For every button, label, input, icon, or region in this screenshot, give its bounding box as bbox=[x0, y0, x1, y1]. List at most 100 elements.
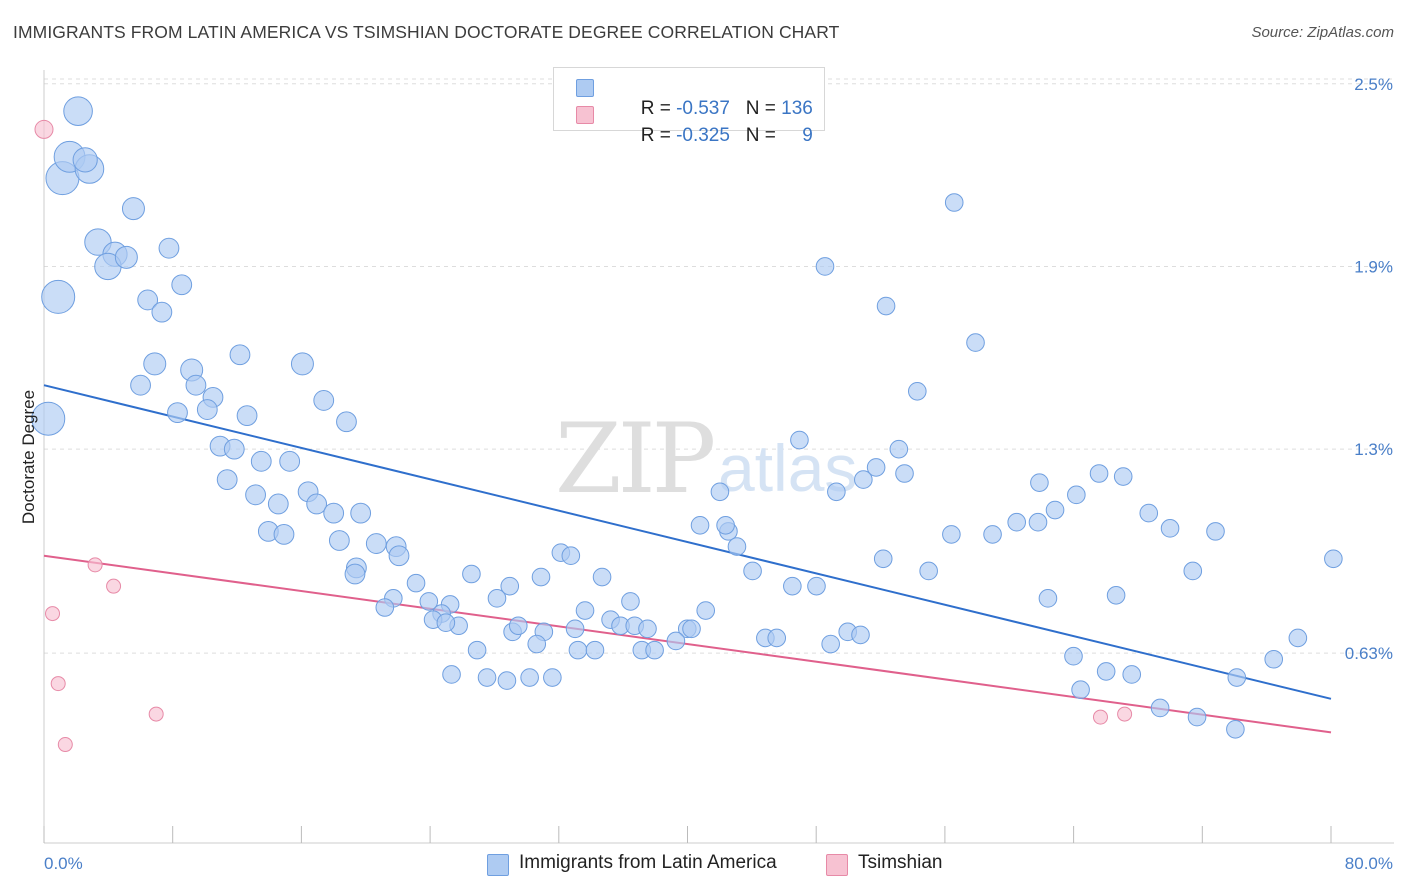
point-latin-america bbox=[196, 399, 218, 420]
point-latin-america bbox=[279, 450, 301, 472]
point-latin-america bbox=[807, 576, 826, 596]
point-latin-america bbox=[467, 640, 487, 660]
point-latin-america bbox=[487, 589, 507, 608]
point-latin-america bbox=[851, 625, 870, 645]
point-latin-america bbox=[561, 546, 581, 566]
point-latin-america bbox=[1150, 698, 1170, 718]
point-latin-america bbox=[350, 502, 372, 524]
y-tick-label: 2.5% bbox=[1354, 75, 1393, 94]
y-tick-label: 1.3% bbox=[1354, 440, 1393, 459]
legend-swatch-blue bbox=[576, 79, 594, 97]
point-latin-america bbox=[682, 619, 701, 639]
point-latin-america bbox=[375, 598, 395, 617]
point-latin-america bbox=[63, 96, 93, 126]
point-latin-america bbox=[743, 561, 762, 581]
point-latin-america bbox=[767, 628, 787, 648]
point-latin-america bbox=[223, 438, 245, 460]
point-latin-america bbox=[477, 668, 497, 687]
point-latin-america bbox=[1160, 519, 1180, 538]
point-latin-america bbox=[185, 374, 207, 396]
point-latin-america bbox=[1226, 719, 1245, 739]
point-latin-america bbox=[585, 640, 605, 660]
point-latin-america bbox=[290, 352, 314, 376]
point-latin-america bbox=[406, 573, 426, 593]
axes bbox=[43, 70, 1394, 844]
tick-labels: 0.63% 1.3% 1.9% 2.5% 0.0% 80.0% bbox=[44, 75, 1393, 873]
point-latin-america bbox=[114, 245, 138, 269]
legend-r-label: R = bbox=[640, 98, 677, 119]
point-latin-america bbox=[508, 616, 528, 636]
point-latin-america bbox=[1045, 500, 1065, 520]
point-tsimshian bbox=[148, 706, 164, 722]
point-latin-america bbox=[1071, 680, 1090, 700]
point-latin-america bbox=[313, 390, 335, 411]
point-latin-america bbox=[245, 484, 266, 506]
correlation-legend: R = -0.537 N = 136 R = -0.325 N = 9 bbox=[553, 67, 825, 146]
point-latin-america bbox=[365, 533, 387, 554]
point-latin-america bbox=[575, 601, 595, 620]
point-latin-america bbox=[873, 549, 893, 569]
point-latin-america bbox=[121, 197, 145, 221]
point-latin-america bbox=[1007, 512, 1027, 532]
point-latin-america bbox=[1324, 549, 1343, 569]
legend-r-label: R = bbox=[640, 125, 677, 146]
point-latin-america bbox=[158, 237, 180, 259]
point-latin-america bbox=[1096, 662, 1116, 681]
legend-n-label: N = bbox=[745, 125, 782, 146]
point-tsimshian bbox=[1092, 709, 1108, 725]
point-latin-america bbox=[1288, 628, 1308, 648]
watermark: ZIP atlas bbox=[555, 403, 857, 515]
point-latin-america bbox=[1113, 467, 1133, 486]
point-latin-america bbox=[388, 545, 410, 567]
point-latin-america bbox=[267, 493, 289, 515]
trend-line-tsimshian bbox=[43, 554, 1332, 734]
watermark-zip: ZIP bbox=[555, 403, 714, 515]
legend-label: Immigrants from Latin America bbox=[519, 852, 777, 873]
point-latin-america bbox=[821, 634, 840, 654]
point-latin-america bbox=[527, 634, 547, 654]
point-latin-america bbox=[696, 601, 716, 620]
point-latin-america bbox=[645, 640, 664, 660]
point-latin-america bbox=[592, 567, 612, 587]
point-latin-america bbox=[143, 352, 167, 376]
y-tick-label: 0.63% bbox=[1345, 644, 1393, 663]
legend-n-value: 136 bbox=[781, 98, 813, 119]
point-latin-america bbox=[236, 405, 258, 427]
point-latin-america bbox=[790, 430, 809, 450]
point-latin-america bbox=[1106, 586, 1126, 605]
point-latin-america bbox=[966, 333, 985, 352]
point-latin-america bbox=[171, 274, 193, 296]
x-tick-label: 0.0% bbox=[44, 854, 83, 873]
point-tsimshian bbox=[87, 557, 103, 573]
point-latin-america bbox=[710, 482, 730, 502]
y-axis-label: Doctorate Degree bbox=[19, 390, 38, 524]
legend-r-value: -0.325 bbox=[676, 125, 730, 146]
y-tick-label: 1.9% bbox=[1354, 257, 1393, 276]
point-latin-america bbox=[815, 257, 835, 276]
point-latin-america bbox=[137, 289, 159, 311]
point-latin-america bbox=[41, 279, 76, 314]
point-latin-america bbox=[854, 470, 873, 489]
point-latin-america bbox=[895, 464, 914, 483]
point-latin-america bbox=[130, 374, 151, 396]
point-latin-america bbox=[876, 296, 896, 316]
point-tsimshian bbox=[45, 606, 61, 622]
point-latin-america bbox=[500, 576, 520, 596]
point-latin-america bbox=[1030, 473, 1049, 492]
point-latin-america bbox=[520, 668, 539, 687]
point-latin-america bbox=[1206, 522, 1225, 541]
legend-n-value: 9 bbox=[802, 125, 813, 146]
point-latin-america bbox=[306, 493, 328, 515]
point-latin-america bbox=[31, 401, 66, 436]
point-latin-america bbox=[716, 515, 735, 535]
point-latin-america bbox=[1227, 668, 1247, 687]
point-latin-america bbox=[336, 411, 357, 433]
point-latin-america bbox=[783, 576, 802, 596]
point-latin-america bbox=[167, 402, 188, 424]
point-tsimshian bbox=[1117, 706, 1133, 722]
point-latin-america bbox=[1139, 503, 1159, 523]
point-latin-america bbox=[1264, 649, 1284, 669]
point-latin-america bbox=[273, 524, 295, 545]
point-latin-america bbox=[638, 619, 657, 639]
